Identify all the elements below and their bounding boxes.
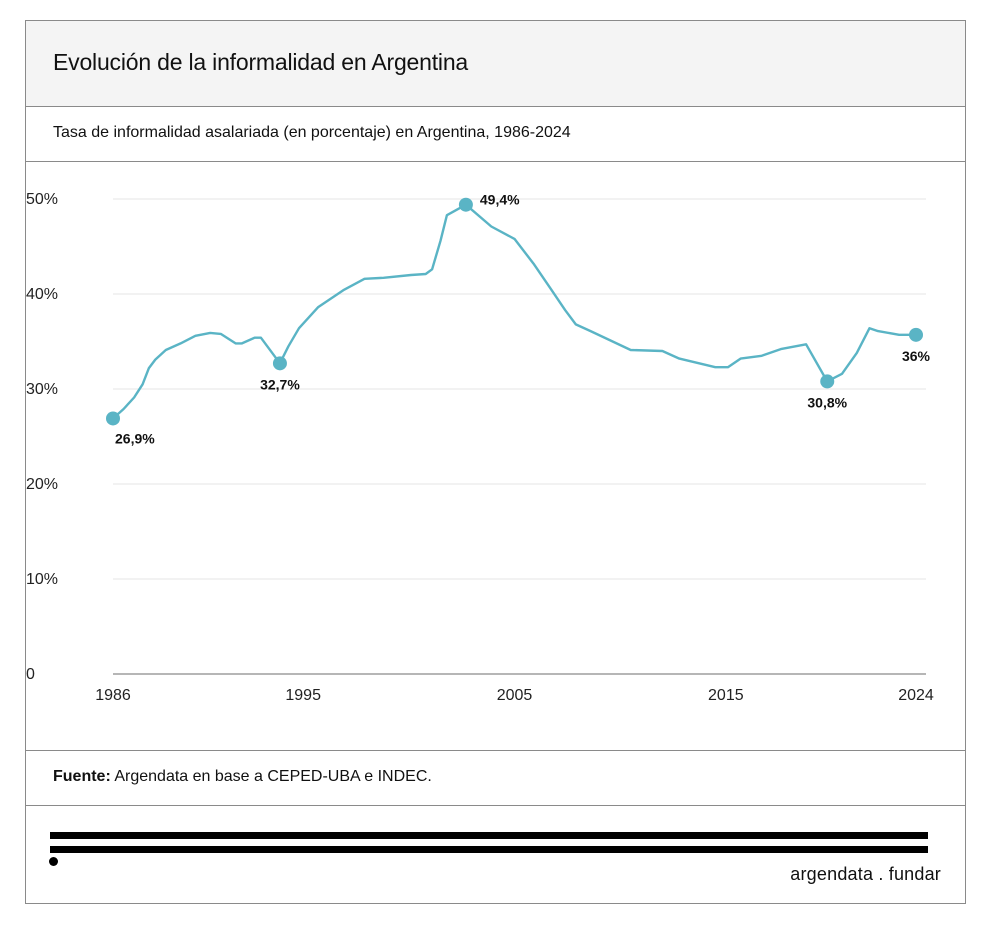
brand-bar-bottom	[50, 846, 928, 853]
chart-card: Evolución de la informalidad en Argentin…	[25, 20, 966, 904]
series-line	[111, 203, 918, 420]
source-label: Fuente:	[53, 768, 111, 785]
x-tick-label: 1995	[285, 687, 321, 704]
source-text: Argendata en base a CEPED-UBA e INDEC.	[110, 768, 432, 785]
highlight-marker	[909, 327, 923, 342]
y-tick-label: 0	[26, 666, 35, 683]
x-tick-label: 1986	[95, 687, 131, 704]
highlight-marker	[458, 197, 473, 212]
footer: argendata . fundar	[26, 806, 965, 905]
source-section: Fuente: Argendata en base a CEPED-UBA e …	[26, 750, 965, 806]
highlight-markers: 26,9% 32,7% 49,4% 30,8% 36%	[106, 192, 931, 446]
line-chart: 0 10% 20% 30% 40% 50% 1986 1995 2005 2015 2024 26…	[26, 191, 934, 704]
series-line-path	[111, 203, 918, 420]
x-tick-label: 2015	[708, 687, 744, 704]
y-tick-label: 20%	[26, 476, 58, 493]
chart-title: Evolución de la informalidad en Argentin…	[53, 49, 469, 75]
data-label: 30,8%	[807, 394, 847, 410]
y-tick-label: 50%	[26, 191, 58, 208]
y-tick-label: 40%	[26, 286, 58, 303]
source-note: Fuente: Argendata en base a CEPED-UBA e …	[53, 768, 432, 786]
highlight-marker	[820, 374, 835, 389]
data-label: 26,9%	[115, 430, 155, 446]
brand-bar-top	[50, 832, 928, 839]
brand-dot	[49, 857, 58, 866]
data-label: 49,4%	[480, 192, 520, 208]
x-tick-label: 2024	[898, 687, 934, 704]
chart-subheader: Tasa de informalidad asalariada (en porc…	[26, 107, 965, 162]
x-axis-ticks: 1986 1995 2005 2015 2024	[95, 687, 934, 704]
y-axis-ticks: 0 10% 20% 30% 40% 50%	[26, 191, 58, 683]
y-tick-label: 10%	[26, 571, 58, 588]
data-label: 32,7%	[260, 376, 300, 392]
x-tick-label: 2005	[497, 687, 533, 704]
chart-area: 0 10% 20% 30% 40% 50% 1986 1995 2005 2015 2024 26…	[26, 162, 965, 751]
brand-logo: argendata . fundar	[790, 864, 941, 884]
y-tick-label: 30%	[26, 381, 58, 398]
highlight-marker	[106, 411, 120, 426]
gridlines	[113, 198, 926, 675]
chart-header: Evolución de la informalidad en Argentin…	[26, 21, 965, 107]
chart-subtitle: Tasa de informalidad asalariada (en porc…	[53, 124, 571, 141]
highlight-marker	[272, 356, 287, 371]
data-label: 36%	[902, 348, 931, 364]
